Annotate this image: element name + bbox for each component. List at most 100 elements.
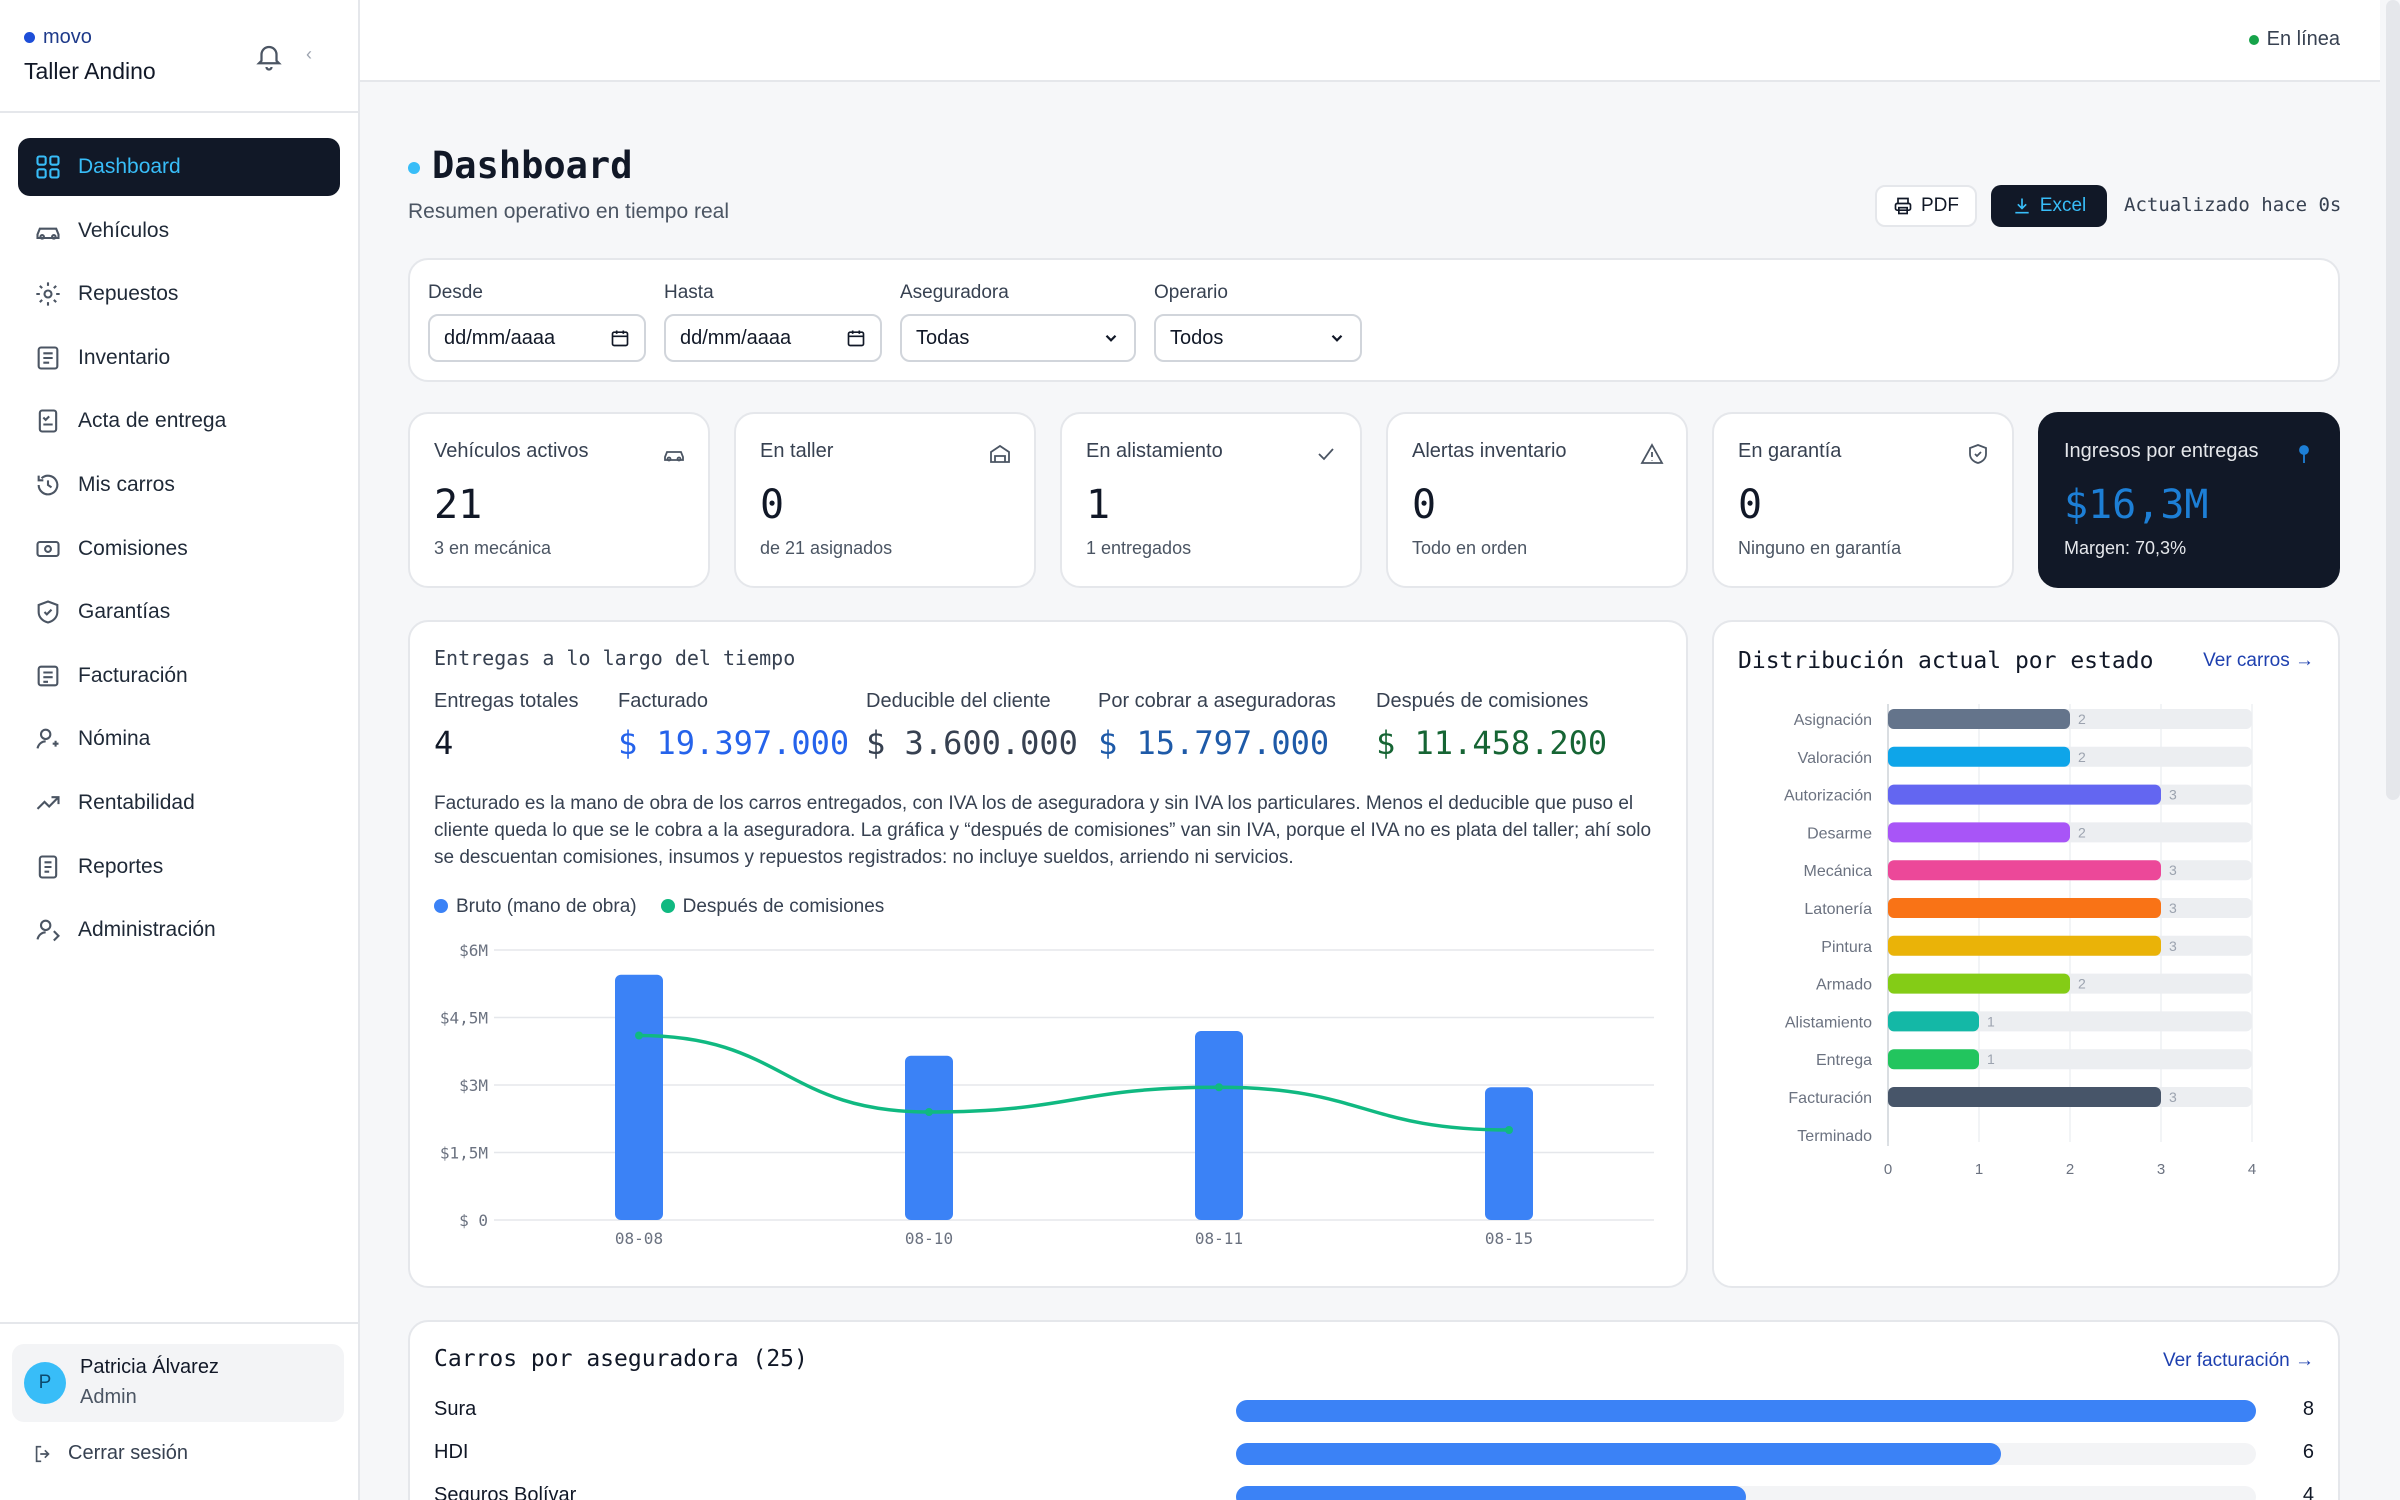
legend-item[interactable]: Bruto (mano de obra): [434, 896, 637, 918]
checklist-icon: [38, 409, 58, 433]
ver-facturacion-link[interactable]: Ver facturación →: [2162, 1350, 2314, 1371]
kpi-label: Alertas inventario: [1412, 440, 1567, 462]
sidebar-item-label: Comisiones: [78, 536, 188, 560]
insurer-bar[interactable]: [1236, 1486, 1746, 1500]
sidebar: movo Taller Andino ‹ Dashboard Vehículos R…: [0, 0, 360, 1500]
deliveries-card: Entregas a lo largo del tiempo Entregas …: [408, 620, 1688, 1288]
sidebar-item-rentabilidad[interactable]: Rentabilidad: [18, 774, 340, 832]
insurer-bar[interactable]: [1236, 1443, 2001, 1465]
sidebar-item-vehículos[interactable]: Vehículos: [18, 202, 340, 260]
insurer-count: 8: [2302, 1398, 2314, 1420]
stat-value: $ 11.458.200: [1376, 724, 1608, 762]
warning-icon: [1640, 443, 1664, 464]
from-date-input[interactable]: dd/mm/aaaa: [428, 314, 646, 362]
insurer-bar[interactable]: [1236, 1400, 2256, 1422]
sidebar-item-repuestos[interactable]: Repuestos: [18, 265, 340, 323]
sidebar-item-acta-de-entrega[interactable]: Acta de entrega: [18, 392, 340, 450]
logout-label: Cerrar sesión: [68, 1442, 189, 1464]
bar[interactable]: [1888, 973, 2070, 994]
bar[interactable]: [1485, 1087, 1533, 1220]
bar[interactable]: [1888, 822, 2070, 843]
line-point[interactable]: [635, 1031, 643, 1040]
sidebar-item-comisiones[interactable]: Comisiones: [18, 520, 340, 578]
bar-value-label: 2: [2078, 976, 2086, 992]
page-title: Dashboard: [432, 144, 633, 187]
brand[interactable]: movo: [24, 26, 92, 49]
stat-label: Después de comisiones: [1376, 690, 1589, 712]
calendar-icon: [611, 330, 629, 347]
sidebar-item-facturación[interactable]: Facturación: [18, 647, 340, 705]
sidebar-nav: Dashboard Vehículos Repuestos Inventario Act…: [18, 138, 340, 965]
bar[interactable]: [1888, 1049, 1979, 1070]
bar[interactable]: [1888, 1087, 2161, 1107]
bar[interactable]: [1888, 1011, 1979, 1032]
user-role: Admin: [80, 1386, 137, 1408]
bar[interactable]: [1888, 860, 2161, 881]
x-tick-label: 4: [2248, 1161, 2256, 1178]
line-point[interactable]: [1505, 1126, 1513, 1134]
sidebar-item-garantías[interactable]: Garantías: [18, 583, 340, 641]
sidebar-item-administración[interactable]: Administración: [18, 901, 340, 959]
bar[interactable]: [1888, 898, 2161, 918]
bar-value-label: 3: [2169, 862, 2177, 878]
sidebar-item-mis-carros[interactable]: Mis carros: [18, 456, 340, 514]
scrollbar[interactable]: [2386, 0, 2400, 800]
y-tick-label: $1,5M: [440, 1144, 488, 1163]
legend-item[interactable]: Después de comisiones: [660, 896, 884, 918]
from-date-value: dd/mm/aaaa: [444, 326, 556, 349]
bar[interactable]: [905, 1055, 953, 1220]
insurer-select[interactable]: Todas: [900, 314, 1136, 362]
kpi-card[interactable]: Vehículos activos 21 3 en mecánica: [408, 412, 710, 588]
deliveries-title: Entregas a lo largo del tiempo: [434, 646, 796, 670]
x-tick-label: 1: [1975, 1161, 1983, 1178]
bar[interactable]: [1195, 1031, 1243, 1220]
sidebar-item-dashboard[interactable]: Dashboard: [18, 138, 340, 196]
sidebar-item-inventario[interactable]: Inventario: [18, 329, 340, 387]
line-point[interactable]: [925, 1108, 933, 1116]
bar[interactable]: [615, 974, 663, 1220]
bar[interactable]: [1888, 746, 2070, 767]
kpi-card[interactable]: En alistamiento 1 1 entregados: [1060, 412, 1362, 588]
category-label: Desarme: [1807, 825, 1872, 842]
kpi-card[interactable]: En garantía 0 Ninguno en garantía: [1712, 412, 2014, 588]
stat-label: Por cobrar a aseguradoras: [1098, 690, 1336, 712]
insurer-bar-track: [1236, 1486, 2256, 1500]
kpi-subtext: Margen: 70,3%: [2064, 538, 2187, 558]
bar[interactable]: [1888, 709, 2070, 729]
sidebar-item-nómina[interactable]: Nómina: [18, 710, 340, 768]
kpi-card[interactable]: Alertas inventario 0 Todo en orden: [1386, 412, 1688, 588]
insurer-bar-track: [1236, 1400, 2256, 1422]
kpi-card[interactable]: Ingresos por entregas $16,3M Margen: 70,…: [2038, 412, 2340, 588]
insurer-bar-track: [1236, 1443, 2256, 1465]
pdf-button[interactable]: PDF: [1875, 185, 1977, 227]
bar-value-label: 1: [1987, 1013, 1995, 1029]
excel-button[interactable]: Excel: [1991, 185, 2107, 227]
category-label: Armado: [1816, 977, 1872, 994]
online-status: En línea: [2248, 28, 2340, 51]
kpi-subtext: 3 en mecánica: [434, 538, 552, 558]
admin-icon: [36, 919, 60, 942]
kpi-subtext: Todo en orden: [1412, 538, 1528, 558]
bar[interactable]: [1888, 935, 2161, 956]
avatar: P: [24, 1362, 66, 1404]
series-line: [638, 1033, 1510, 1132]
insurer-count: 6: [2302, 1441, 2314, 1463]
title-dot: [408, 162, 420, 174]
collapse-icon[interactable]: ‹: [306, 44, 312, 64]
divider: [0, 1322, 358, 1324]
bell-icon[interactable]: [254, 42, 284, 72]
operator-select[interactable]: Todos: [1154, 314, 1362, 362]
to-date-input[interactable]: dd/mm/aaaa: [664, 314, 882, 362]
sidebar-item-label: Vehículos: [78, 218, 170, 242]
line-point[interactable]: [1215, 1083, 1223, 1092]
category-label: Mecánica: [1804, 863, 1873, 880]
sidebar-item-reportes[interactable]: Reportes: [18, 838, 340, 896]
ver-carros-link[interactable]: Ver carros →: [2203, 650, 2314, 671]
y-tick-label: $6M: [459, 941, 488, 960]
bar[interactable]: [1888, 784, 2161, 805]
to-label: Hasta: [664, 282, 714, 303]
chevron-down-icon: [1105, 334, 1117, 342]
user-card[interactable]: P Patricia Álvarez Admin: [12, 1344, 344, 1422]
kpi-card[interactable]: En taller 0 de 21 asignados: [734, 412, 1036, 588]
logout-button[interactable]: Cerrar sesión: [32, 1442, 188, 1465]
